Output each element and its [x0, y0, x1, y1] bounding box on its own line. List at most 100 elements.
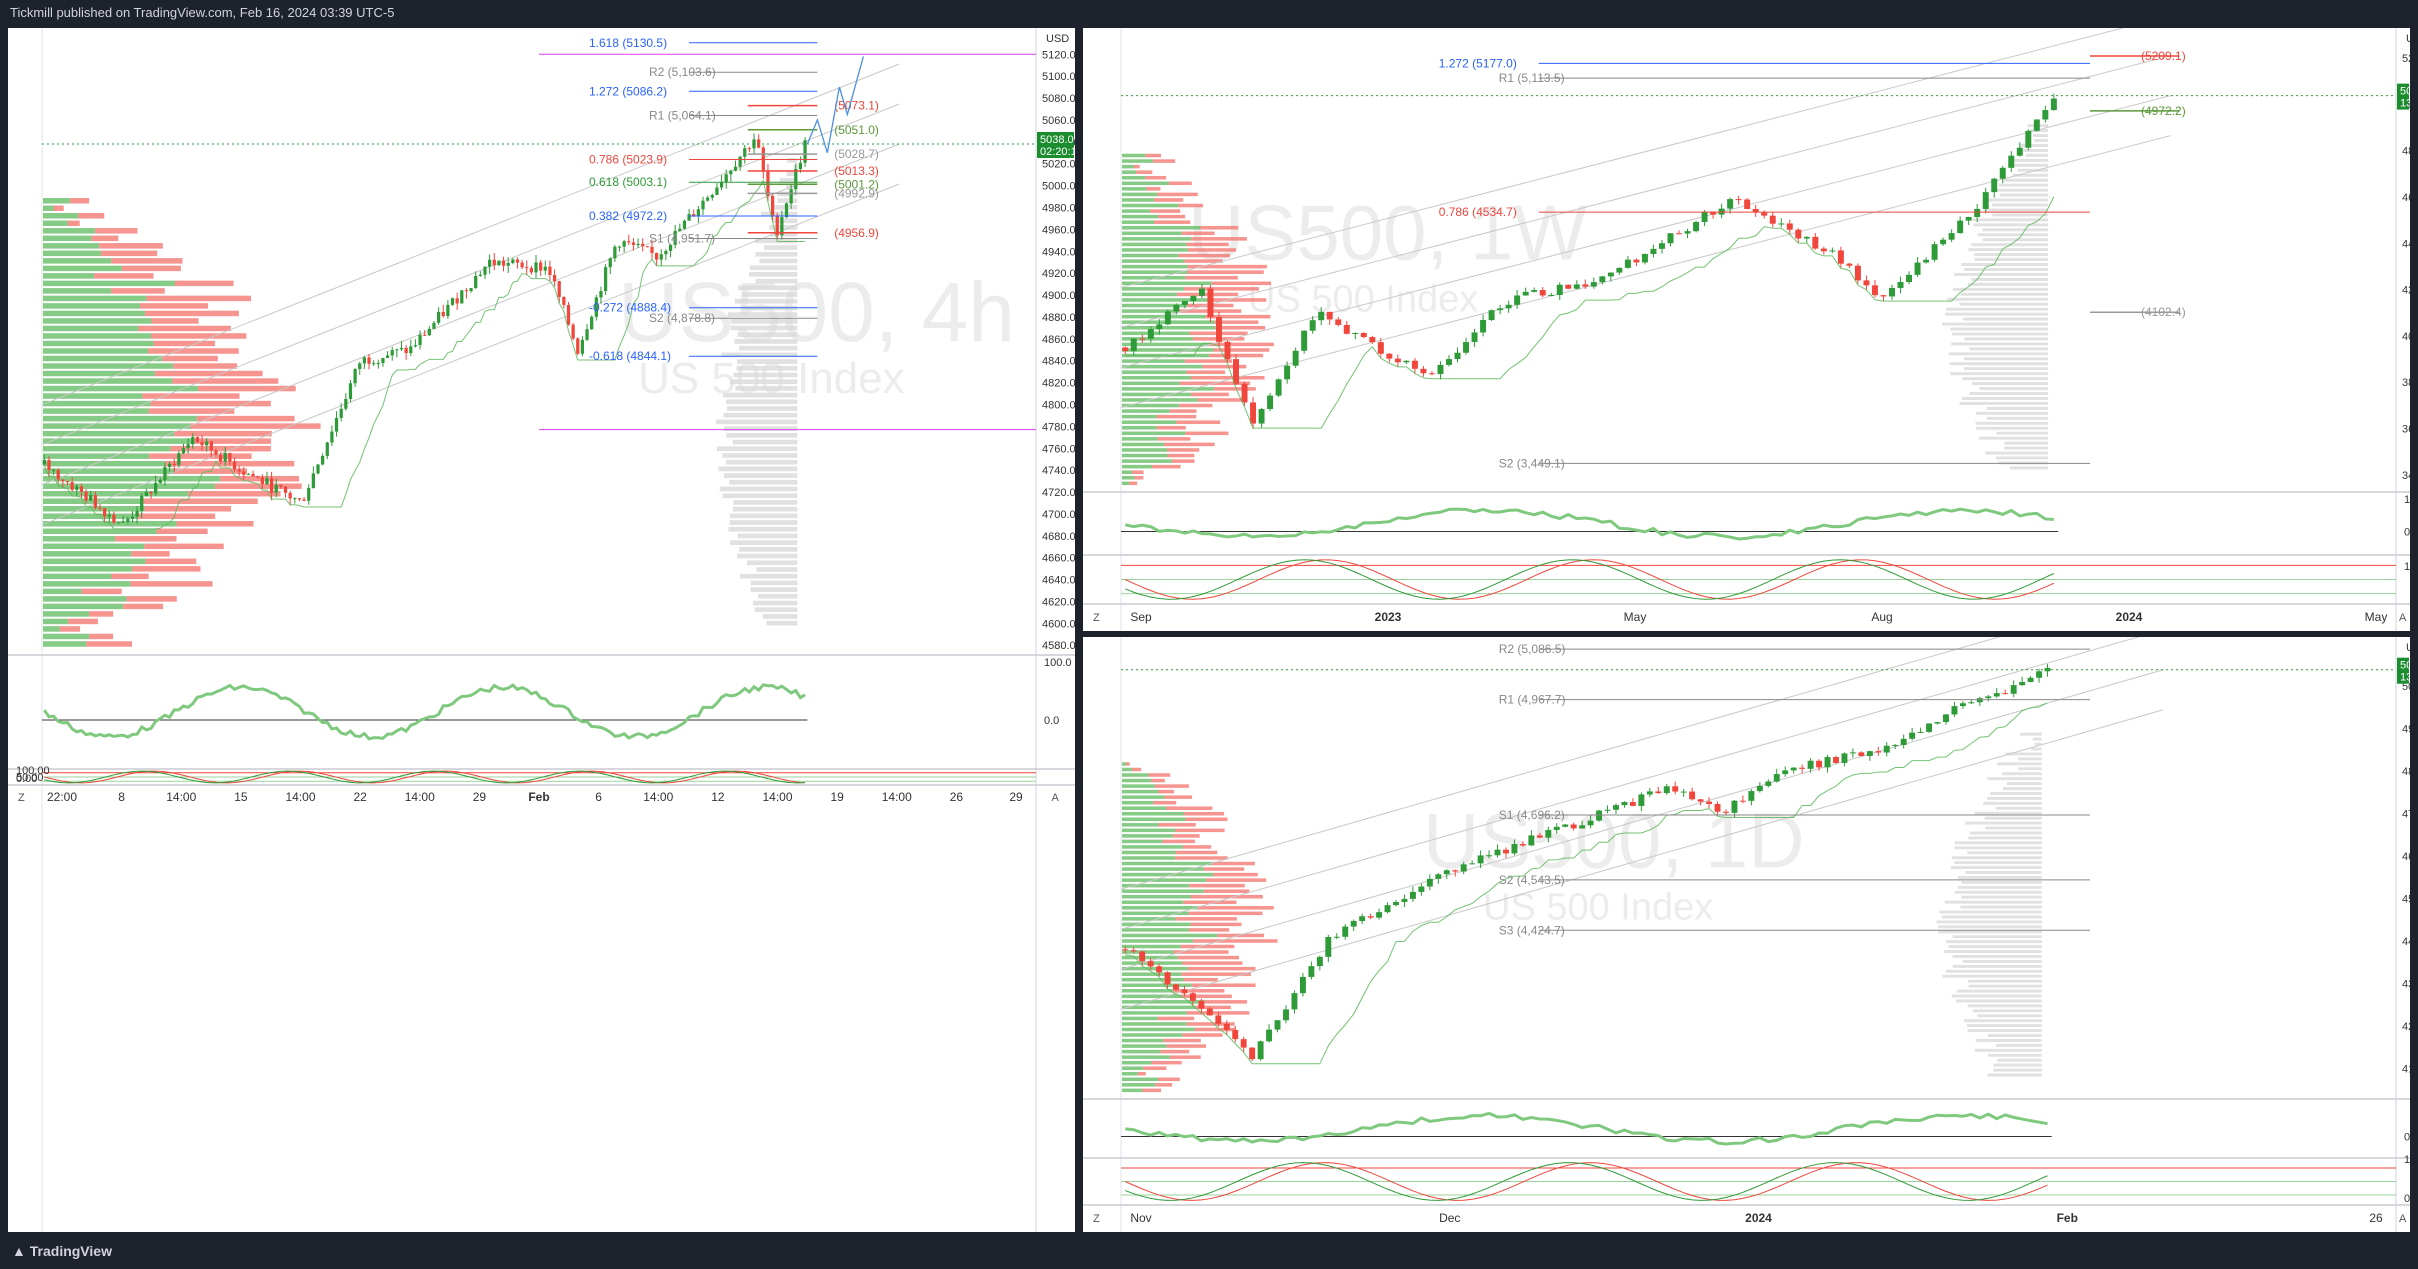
- zone-label: (5073.1): [834, 99, 879, 113]
- volume-profile-bar-sell: [1181, 972, 1251, 976]
- volume-profile-bar-sell: [190, 423, 321, 429]
- daily-chart-panel[interactable]: US500, 1D US 500 Index R2 (5,086.5) R1 (4,9…: [1083, 637, 2410, 1232]
- session-volume-bar: [1967, 282, 2049, 286]
- volume-profile-bar-buy: [43, 528, 157, 535]
- session-volume-bar: [726, 399, 798, 405]
- volume-profile-bar-buy: [1122, 448, 1168, 452]
- main-chart-panel[interactable]: US500, 4h US 500 Index 1.618 (5130.5) R2 (5…: [8, 28, 1075, 1232]
- y-tick-label: 4100.0: [2402, 1063, 2410, 1075]
- candle-body: [423, 334, 427, 336]
- level-label: S2 (3,449.1): [1499, 456, 1565, 470]
- auto-scale-button[interactable]: A: [1052, 792, 1060, 804]
- session-volume-bar: [1967, 1029, 2042, 1033]
- volume-profile-bar-buy: [1122, 778, 1152, 783]
- volume-profile-bar-sell: [1187, 264, 1267, 269]
- session-volume-bar: [1982, 228, 2049, 232]
- regression-channel-line: [1120, 709, 2164, 1010]
- candle-body: [613, 246, 617, 259]
- candle-body: [1437, 364, 1444, 375]
- session-volume-bar: [762, 614, 798, 619]
- volume-profile-bar-buy: [43, 318, 152, 324]
- session-volume-bar: [1987, 1034, 2042, 1037]
- session-volume-bar: [2020, 143, 2049, 147]
- zoom-button[interactable]: Z: [1093, 612, 1100, 624]
- panel-background: [1083, 637, 2410, 1232]
- volume-profile-bar-sell: [1210, 298, 1267, 302]
- session-volume-bar: [1985, 198, 2049, 202]
- volume-profile-bar-sell: [1191, 392, 1229, 397]
- session-volume-bar: [1985, 451, 2049, 455]
- y-tick-label: 5060.0: [1042, 115, 1075, 127]
- candle-body: [1318, 311, 1325, 321]
- volume-profile-bar-buy: [43, 363, 174, 369]
- volume-profile-bar-buy: [43, 280, 175, 287]
- volume-profile-bar-buy: [1122, 220, 1155, 224]
- x-tick-label: 26: [950, 790, 964, 804]
- volume-profile-bar-buy: [1122, 856, 1176, 860]
- session-volume-bar: [1951, 856, 2042, 860]
- volume-profile-bar-buy: [1122, 983, 1192, 988]
- volume-profile-bar-sell: [1215, 325, 1266, 330]
- volume-profile-bar-sell: [132, 566, 201, 572]
- candle-body: [283, 486, 288, 493]
- candle-body: [84, 491, 88, 501]
- volume-profile-bar-buy: [1122, 1016, 1158, 1021]
- candle-body: [706, 197, 710, 201]
- auto-scale-button[interactable]: A: [2399, 1213, 2407, 1225]
- volume-profile-bar-buy: [1122, 459, 1172, 463]
- volume-profile-bar-buy: [43, 513, 138, 520]
- x-tick-label: Dec: [1439, 1211, 1460, 1225]
- candle-body: [1940, 239, 1947, 245]
- volume-profile-bar-buy: [43, 205, 54, 212]
- candle-body: [1773, 774, 1780, 782]
- volume-profile-bar-buy: [1122, 894, 1191, 899]
- volume-profile-bar-buy: [43, 265, 122, 272]
- session-volume-bar: [1974, 811, 2042, 815]
- candle-body: [1799, 767, 1806, 769]
- volume-profile-bar-sell: [1194, 1027, 1235, 1032]
- session-volume-bar: [1969, 347, 2049, 351]
- candle-body: [1367, 916, 1374, 918]
- volume-profile-bar-sell: [1148, 773, 1171, 777]
- session-volume-bar: [730, 540, 798, 546]
- y-tick-label: 4300.0: [2402, 978, 2410, 990]
- candle-body: [135, 510, 139, 517]
- session-volume-bar: [2005, 752, 2042, 756]
- session-volume-bar: [746, 560, 798, 566]
- level-label: S1 (4,951.7): [649, 231, 715, 245]
- candle-body: [1369, 337, 1376, 343]
- session-volume-bar: [739, 547, 798, 552]
- volume-profile-bar-sell: [1197, 906, 1274, 910]
- candle-body: [1727, 199, 1734, 209]
- y-tick-label: 4620.0: [1042, 596, 1075, 608]
- session-volume-bar: [1973, 223, 2049, 227]
- candle-body: [1854, 265, 1861, 281]
- volume-profile-bar-sell: [111, 258, 183, 264]
- brand-label[interactable]: TradingView: [29, 1243, 112, 1259]
- volume-profile-bar-buy: [1122, 823, 1159, 827]
- y-tick-label: 4800.0: [2402, 146, 2410, 158]
- candle-body: [2008, 155, 2015, 168]
- candle-body: [1629, 802, 1636, 806]
- session-volume-bar: [730, 318, 798, 324]
- candle-body: [1968, 702, 1975, 704]
- volume-profile-bar-buy: [1122, 225, 1201, 230]
- auto-scale-button[interactable]: A: [2399, 612, 2407, 624]
- candle-body: [2002, 693, 2009, 695]
- zoom-button[interactable]: Z: [1093, 1213, 1100, 1225]
- volume-profile-bar-buy: [1122, 159, 1154, 163]
- level-label: -0.618 (4844.1): [589, 349, 671, 363]
- candle-body: [1130, 338, 1137, 352]
- candle-body: [1181, 301, 1188, 305]
- weekly-chart-panel[interactable]: US500, 1W US 500 Index 1.272 (5177.0) R1 (5…: [1083, 28, 2410, 631]
- candle-body: [191, 437, 195, 445]
- session-volume-bar: [723, 412, 798, 418]
- session-volume-bar: [1952, 935, 2042, 939]
- zoom-button[interactable]: Z: [18, 792, 25, 804]
- candle-body: [729, 170, 733, 175]
- candle-body: [770, 195, 775, 216]
- volume-profile-bar-sell: [1145, 175, 1167, 180]
